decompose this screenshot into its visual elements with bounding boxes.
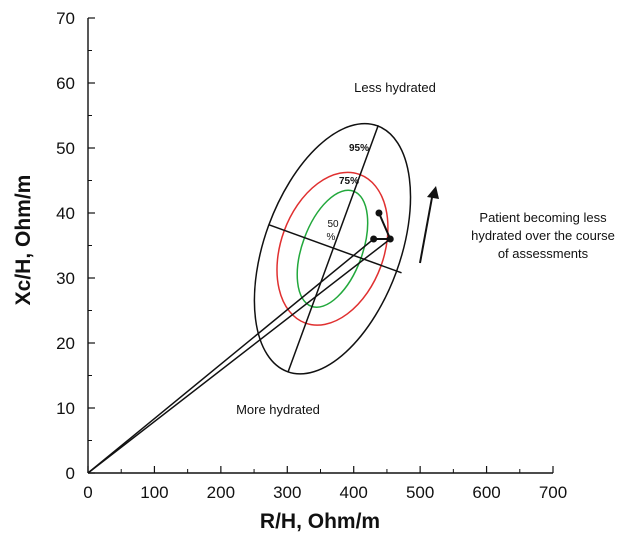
less-hydrated-label: Less hydrated: [354, 80, 436, 95]
x-tick-label: 100: [140, 483, 168, 502]
origin-vector-line: [87, 238, 391, 474]
y-tick-label: 50: [56, 139, 75, 158]
minor-axis-line: [268, 223, 402, 274]
trend-arrow: [419, 186, 439, 264]
trend-note-line-3: of assessments: [498, 246, 589, 261]
patient-data-point: [370, 235, 378, 243]
origin-vector-line: [87, 238, 375, 474]
patient-data-point: [375, 209, 383, 217]
y-axis-title: Xc/H, Ohm/m: [12, 175, 35, 306]
y-axis-ticks: 0 10 20 30 40 50 60 70: [56, 9, 95, 483]
x-tick-label: 400: [340, 483, 368, 502]
y-tick-label: 10: [56, 399, 75, 418]
x-tick-label: 600: [472, 483, 500, 502]
trend-note-line-1: Patient becoming less: [479, 210, 607, 225]
more-hydrated-label: More hydrated: [236, 402, 320, 417]
x-tick-label: 300: [273, 483, 301, 502]
x-axis-ticks: 0 100 200 300 400 500 600 700: [83, 466, 567, 502]
y-tick-label: 20: [56, 334, 75, 353]
ellipse-75-label: 75%: [339, 176, 359, 187]
y-tick-label: 60: [56, 74, 75, 93]
plot-area: [87, 122, 412, 474]
x-tick-label: 200: [207, 483, 235, 502]
y-tick-label: 0: [66, 464, 75, 483]
ellipse-95-label: 95%: [349, 143, 369, 154]
ellipse-50-label-line-2: %: [327, 232, 336, 243]
y-tick-label: 30: [56, 269, 75, 288]
x-axis-title: R/H, Ohm/m: [260, 510, 380, 533]
y-tick-label: 70: [56, 9, 75, 28]
trend-note-line-2: hydrated over the course: [471, 228, 615, 243]
axes: [87, 18, 553, 474]
x-tick-label: 700: [539, 483, 567, 502]
x-tick-label: 500: [406, 483, 434, 502]
x-tick-label: 0: [83, 483, 92, 502]
ellipse-50-label-line-1: 50: [327, 219, 339, 230]
patient-data-point: [386, 235, 394, 243]
y-tick-label: 40: [56, 204, 75, 223]
